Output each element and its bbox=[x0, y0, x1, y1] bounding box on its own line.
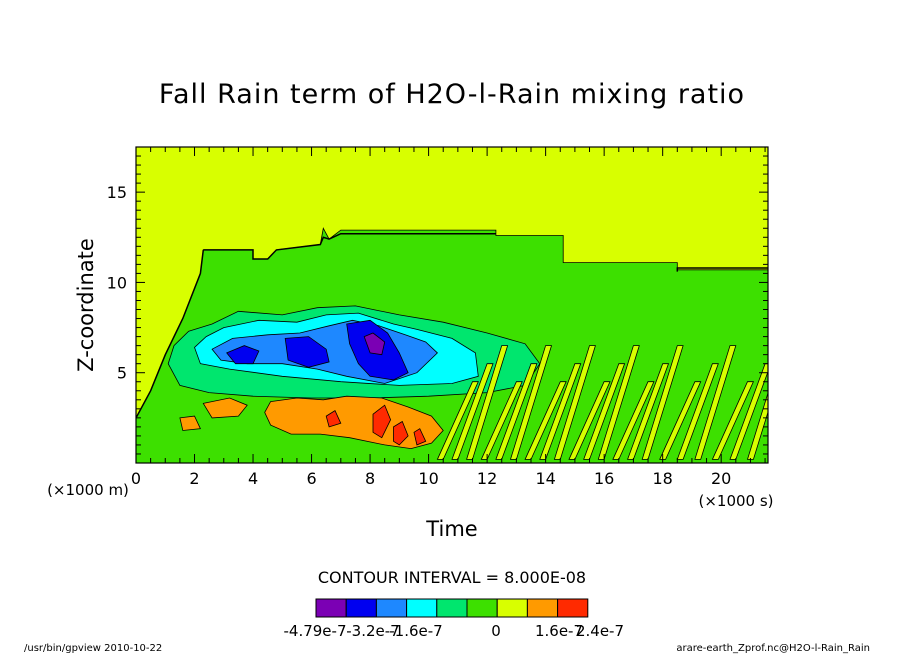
contour-stripe-19 bbox=[729, 363, 768, 460]
contour-stripe-2 bbox=[466, 345, 509, 460]
x-tick-label: 6 bbox=[306, 469, 316, 488]
contour-stripe-8 bbox=[553, 345, 596, 460]
legend-swatch bbox=[345, 598, 377, 618]
contour-region-5 bbox=[284, 336, 330, 368]
contour-region-7 bbox=[363, 332, 386, 356]
contour-region-11 bbox=[372, 404, 392, 439]
legend-label: 2.4e-7 bbox=[576, 622, 624, 640]
contour-stripe-20 bbox=[746, 391, 768, 460]
contour-region-10 bbox=[179, 415, 202, 431]
legend-swatch bbox=[406, 598, 438, 618]
contour-region-9 bbox=[202, 397, 248, 419]
contour-stripe-10 bbox=[583, 363, 626, 460]
contour-stripes bbox=[436, 345, 768, 460]
plot-area bbox=[136, 147, 768, 463]
contour-stripe-7 bbox=[539, 363, 582, 460]
y-axis-label: Z-coordinate bbox=[74, 238, 98, 372]
y-unit-label: (×1000 m) bbox=[47, 481, 129, 499]
y-axis: 5 10 15 bbox=[107, 146, 768, 455]
legend-swatch bbox=[466, 598, 498, 618]
legend-swatch bbox=[375, 598, 408, 618]
x-tick-label: 14 bbox=[535, 469, 555, 488]
x-tick-label: 16 bbox=[594, 469, 614, 488]
x-tick-label: 2 bbox=[189, 469, 199, 488]
contour-stripe-17 bbox=[694, 345, 737, 460]
contour-stripe-9 bbox=[568, 381, 611, 460]
contour-stripe-4 bbox=[495, 363, 538, 460]
contour-stripe-14 bbox=[641, 345, 684, 460]
y-tick-label: 15 bbox=[107, 183, 127, 202]
contour-stripe-15 bbox=[659, 381, 702, 460]
x-axis-label: Time bbox=[425, 517, 477, 541]
contour-stripe-0 bbox=[436, 381, 479, 460]
x-tick-label: 4 bbox=[248, 469, 258, 488]
contour-stripe-11 bbox=[597, 345, 640, 460]
x-tick-label: 12 bbox=[477, 469, 497, 488]
legend-swatch bbox=[315, 598, 347, 618]
contour-lines bbox=[136, 232, 768, 419]
contour-region-14 bbox=[413, 428, 427, 446]
legend-label: -1.6e-7 bbox=[389, 622, 442, 640]
footer-right: arare-earth_Zprof.nc@H2O-l-Rain_Rain bbox=[676, 643, 870, 654]
contour-line-2 bbox=[136, 249, 205, 419]
legend-label: 1.6e-7 bbox=[535, 622, 583, 640]
contour-stripe-16 bbox=[676, 363, 719, 460]
contour-region-4 bbox=[226, 345, 260, 365]
x-tick-label: 10 bbox=[418, 469, 438, 488]
footer-left: /usr/bin/gpview 2010-10-22 bbox=[24, 643, 162, 654]
legend-swatch bbox=[526, 598, 559, 618]
x-tick-label: 8 bbox=[365, 469, 375, 488]
y-tick-label: 5 bbox=[117, 364, 127, 383]
x-axis: 0 2 4 6 8 10 12 14 16 18 20 bbox=[131, 147, 766, 488]
legend-label: 0 bbox=[491, 622, 501, 640]
color-legend: -4.79e-7 -3.2e-7-1.6e-7 0 1.6e-72.4e-7 bbox=[284, 598, 624, 640]
plot-frame bbox=[135, 146, 769, 464]
contour-stripe-6 bbox=[524, 381, 567, 460]
y-tick-label: 10 bbox=[107, 273, 127, 292]
contour-stripe-13 bbox=[627, 363, 670, 460]
contour-stripe-1 bbox=[451, 363, 494, 460]
x-tick-label: 0 bbox=[131, 469, 141, 488]
legend-swatch bbox=[557, 598, 589, 618]
contour-stripe-3 bbox=[480, 381, 523, 460]
legend-swatch bbox=[496, 598, 528, 618]
contour-stripe-5 bbox=[509, 345, 553, 460]
legend-label: -4.79e-7 bbox=[284, 622, 347, 640]
legend-label: -3.2e-7 bbox=[346, 622, 399, 640]
contour-stripe-12 bbox=[612, 381, 655, 460]
chart-title: Fall Rain term of H2O-l-Rain mixing rati… bbox=[159, 79, 745, 110]
contour-line-1 bbox=[676, 267, 768, 272]
contour-interval-label: CONTOUR INTERVAL = 8.000E-08 bbox=[318, 568, 586, 587]
x-unit-label: (×1000 s) bbox=[698, 492, 773, 510]
contour-region-13 bbox=[325, 410, 342, 428]
contour-line-0 bbox=[203, 232, 496, 260]
contour-region-12 bbox=[393, 420, 409, 446]
x-tick-label: 18 bbox=[652, 469, 672, 488]
x-tick-label: 20 bbox=[711, 469, 731, 488]
legend-swatch bbox=[436, 598, 468, 618]
contour-stripe-18 bbox=[711, 381, 755, 460]
